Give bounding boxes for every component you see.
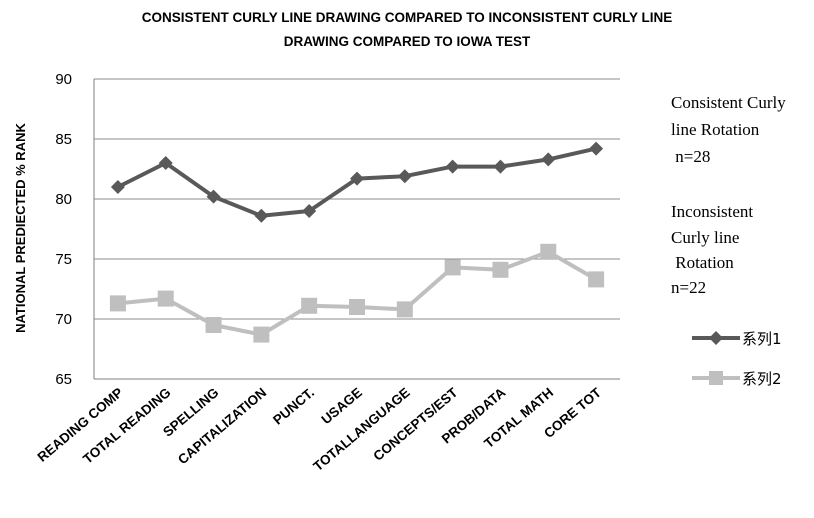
annotation-consistent: Consistent Curly line Rotation n=28 [671, 93, 786, 166]
x-tick-label: PUNCT. [270, 385, 317, 428]
legend-item-series-1: 系列1 [692, 330, 782, 348]
series-2-point [396, 301, 413, 318]
series-1-point [350, 171, 364, 186]
legend-marker-series-1 [709, 331, 723, 345]
series-1-point [541, 152, 556, 167]
series-1-point [158, 156, 173, 170]
legend: 系列1 系列2 [692, 330, 782, 388]
legend-label-series-1: 系列1 [742, 330, 782, 348]
legend-marker-series-2 [709, 371, 723, 385]
series-2-point [253, 326, 270, 343]
annotation-inconsistent: Inconsistent Curly line Rotation n=22 [671, 202, 753, 297]
series-2-point [588, 271, 605, 288]
annotation-inconsistent-line-3: Rotation [671, 253, 734, 272]
chart-title-line-1: CONSISTENT CURLY LINE DRAWING COMPARED T… [142, 10, 673, 25]
series-2-point [540, 243, 557, 260]
series-1-point [206, 189, 221, 204]
series-2-point [157, 290, 174, 307]
y-tick-label: 80 [55, 191, 72, 208]
series-2-point [109, 295, 126, 312]
series-1-point [493, 159, 508, 174]
series-2-point [492, 261, 509, 278]
series-1-point [445, 159, 460, 174]
series-2 [109, 243, 605, 343]
x-tick-label: CONCEPTS/EST [370, 384, 461, 463]
chart-title: CONSISTENT CURLY LINE DRAWING COMPARED T… [142, 10, 673, 49]
y-tick-label: 65 [55, 371, 72, 388]
gridlines [93, 78, 620, 380]
series-1-point [302, 204, 317, 218]
series-1-point [397, 169, 412, 184]
y-tick-label: 85 [55, 131, 72, 148]
annotation-inconsistent-line-2: Curly line [671, 228, 739, 247]
series-1 [110, 141, 604, 223]
series-2-point [349, 299, 365, 315]
series-1-point [589, 141, 604, 156]
legend-item-series-2: 系列2 [692, 370, 782, 388]
x-tick-label: TOTAL READING [80, 385, 174, 467]
x-tick-label: CAPITALIZATION [175, 385, 269, 468]
y-tick-label: 70 [55, 311, 72, 328]
series-2-point [444, 259, 461, 276]
x-tick-label: USAGE [319, 385, 365, 427]
y-tick-label: 90 [55, 71, 72, 88]
annotation-consistent-line-3: n=28 [671, 147, 710, 166]
x-tick-label: READING COMP [35, 385, 126, 465]
annotation-consistent-line-2: line Rotation [671, 120, 760, 139]
annotation-consistent-line-1: Consistent Curly [671, 93, 786, 112]
series [109, 141, 605, 343]
y-tick-labels: 65 70 75 80 85 90 [55, 71, 72, 388]
y-tick-label: 75 [55, 251, 72, 268]
series-2-point [301, 297, 318, 314]
series-1-point [254, 208, 269, 223]
legend-label-series-2: 系列2 [742, 370, 782, 388]
annotation-inconsistent-line-4: n=22 [671, 278, 706, 297]
y-axis-label: NATIONAL PREDIECTED % RANK [13, 123, 28, 333]
series-1-point [110, 180, 125, 194]
chart-title-line-2: DRAWING COMPARED TO IOWA TEST [284, 34, 531, 49]
series-2-line [117, 249, 598, 337]
series-2-point [205, 317, 222, 333]
annotation-inconsistent-line-1: Inconsistent [671, 202, 753, 221]
